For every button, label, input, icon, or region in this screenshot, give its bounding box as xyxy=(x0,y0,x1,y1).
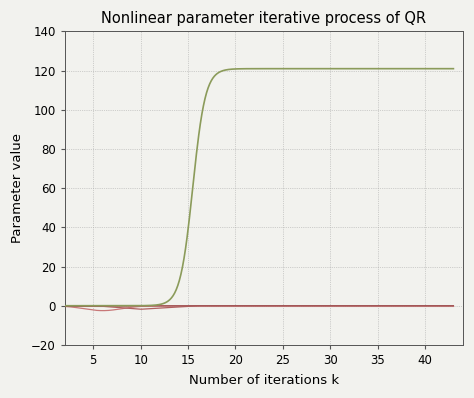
X-axis label: Number of iterations k: Number of iterations k xyxy=(189,374,339,387)
Title: Nonlinear parameter iterative process of QR: Nonlinear parameter iterative process of… xyxy=(101,11,427,26)
Y-axis label: Parameter value: Parameter value xyxy=(11,133,24,243)
